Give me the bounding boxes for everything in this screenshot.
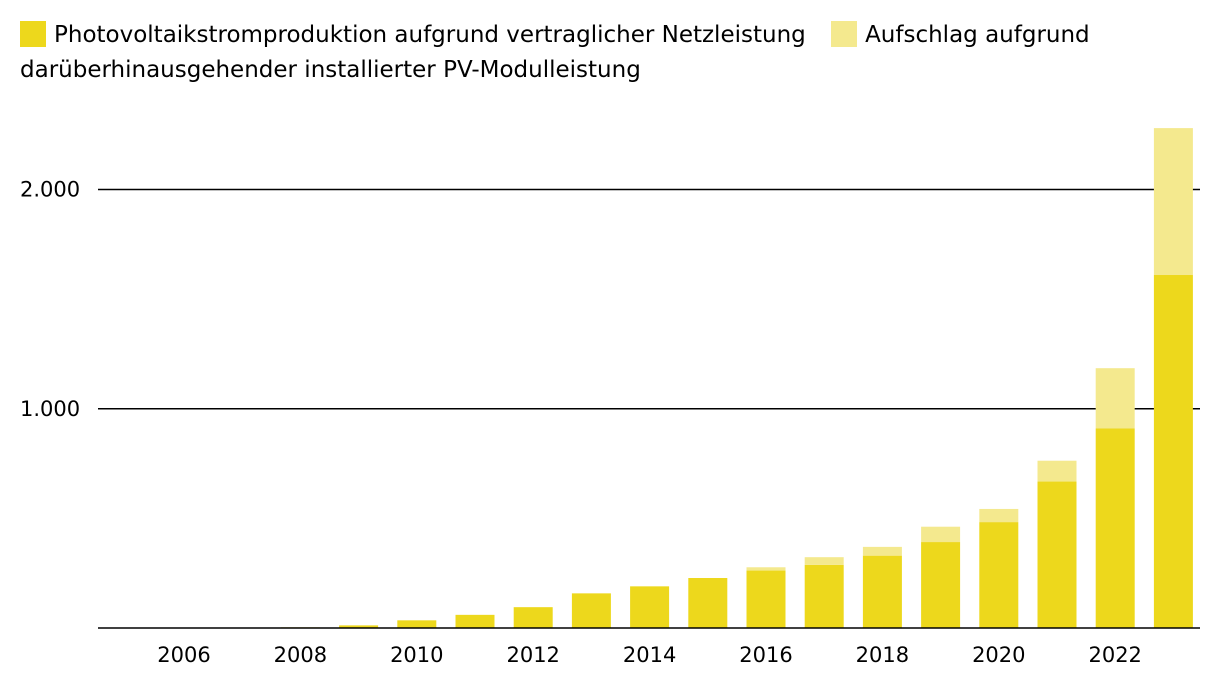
legend-label-base: Photovoltaikstromproduktion aufgrund ver… <box>54 22 806 48</box>
bar-surcharge-2017 <box>804 557 844 565</box>
bar-surcharge-2023 <box>1153 128 1193 276</box>
bar-base-2022 <box>1095 428 1135 628</box>
bar-base-2021 <box>1037 481 1077 628</box>
bar-base-2015 <box>688 578 728 628</box>
x-tick-label: 2014 <box>623 643 676 667</box>
legend-swatch-surcharge <box>831 21 858 47</box>
x-tick-label: 2006 <box>157 643 210 667</box>
x-tick-label: 2018 <box>856 643 909 667</box>
bar-base-2014 <box>630 586 670 628</box>
y-tick-label: 2.000 <box>20 178 80 202</box>
bar-base-2010 <box>397 620 437 628</box>
bars <box>164 128 1193 628</box>
bar-base-2011 <box>455 614 495 628</box>
x-tick-label: 2012 <box>506 643 559 667</box>
x-tick-label: 2022 <box>1088 643 1141 667</box>
bar-surcharge-2016 <box>746 567 786 571</box>
x-tick-label: 2008 <box>274 643 327 667</box>
y-tick-label: 1.000 <box>20 397 80 421</box>
x-tick-label: 2010 <box>390 643 443 667</box>
bar-surcharge-2021 <box>1037 460 1077 482</box>
bar-surcharge-2022 <box>1095 368 1135 429</box>
x-tick-label: 2020 <box>972 643 1025 667</box>
bar-base-2023 <box>1153 275 1193 628</box>
gridlines <box>98 188 1200 410</box>
x-tick-label: 2016 <box>739 643 792 667</box>
bar-surcharge-2019 <box>921 526 961 543</box>
legend-label-surcharge: Aufschlag aufgrund darüberhinausgehender… <box>20 22 1090 83</box>
bar-base-2013 <box>571 593 611 628</box>
legend-swatch-base <box>20 21 46 47</box>
legend-entry-base: Photovoltaikstromproduktion aufgrund ver… <box>20 21 806 48</box>
bar-base-2016 <box>746 570 786 628</box>
bar-base-2012 <box>513 607 553 628</box>
bar-surcharge-2018 <box>862 546 902 556</box>
bar-base-2018 <box>862 555 902 628</box>
bar-surcharge-2020 <box>979 508 1019 523</box>
bar-base-2019 <box>921 542 961 628</box>
bar-base-2020 <box>979 522 1019 628</box>
bar-base-2017 <box>804 564 844 628</box>
bar-base-2009 <box>339 625 379 628</box>
legend: Photovoltaikstromproduktion aufgrund ver… <box>20 18 1200 88</box>
legend-entry-surcharge: Aufschlag aufgrund darüberhinausgehender… <box>20 21 1090 83</box>
axis: 1.000 2.000 2006 2008 2010 2012 2014 2016 2018 20… <box>20 178 1200 667</box>
